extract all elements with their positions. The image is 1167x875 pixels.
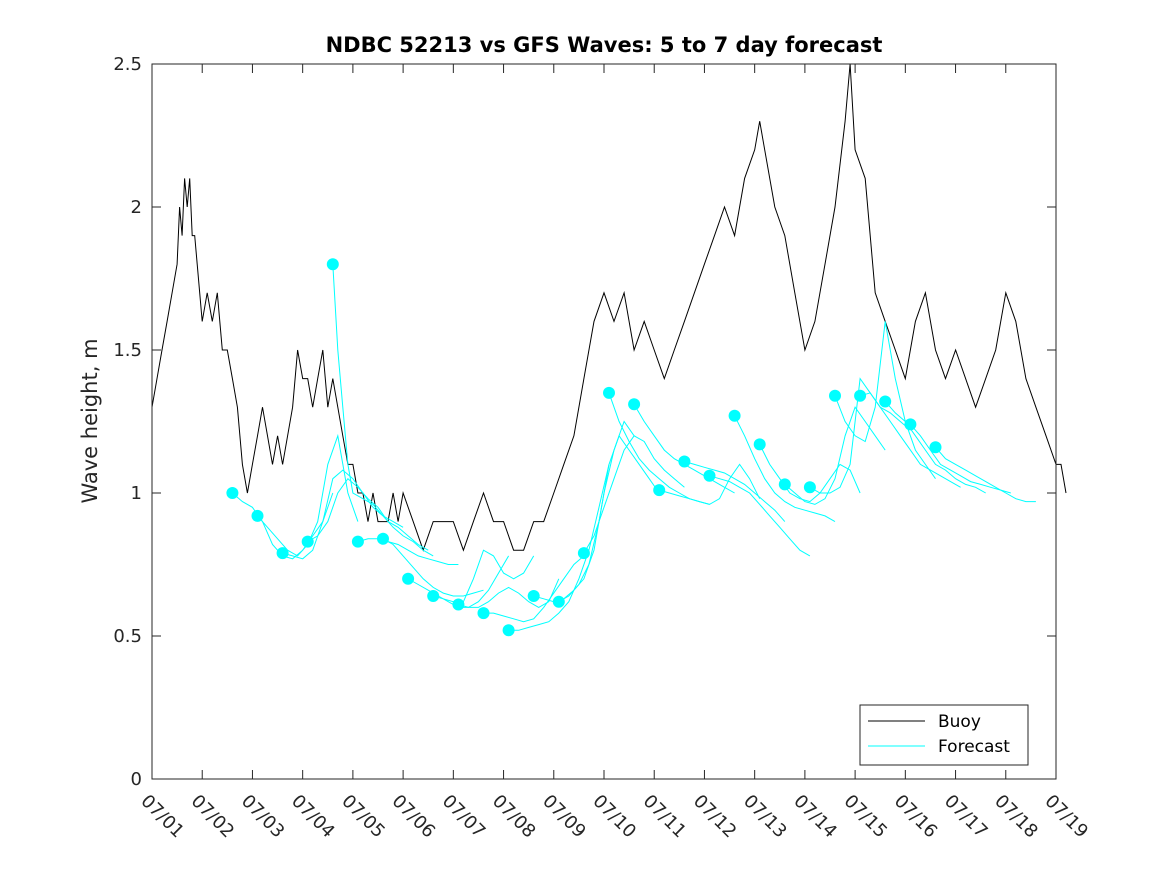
x-tick-label: 07/02	[187, 791, 239, 843]
y-tick-label: 0.5	[113, 626, 142, 647]
forecast-start-marker	[678, 455, 691, 468]
y-tick-label: 2	[131, 197, 142, 218]
y-axis: 0 0.5 1 1.5 2 2.5	[113, 54, 1056, 790]
forecast-start-marker	[326, 258, 339, 271]
forecast-line	[834, 321, 936, 479]
forecast-line	[433, 549, 535, 603]
forecast-start-marker	[301, 535, 314, 548]
x-tick-label: 07/11	[639, 791, 691, 843]
forecast-line	[759, 444, 861, 503]
forecast-start-marker	[753, 438, 766, 451]
x-tick-label: 07/04	[287, 791, 339, 843]
x-tick-label: 07/06	[388, 791, 440, 843]
y-tick-label: 2.5	[113, 54, 142, 75]
forecast-start-marker	[577, 547, 590, 560]
forecast-line	[659, 463, 761, 505]
forecast-line	[709, 475, 811, 557]
forecast-line	[734, 415, 836, 523]
forecast-start-marker	[402, 572, 415, 585]
forecast-line	[583, 435, 685, 554]
forecast-line	[935, 446, 1036, 503]
x-tick-label: 07/05	[337, 791, 389, 843]
forecast-line	[910, 424, 1011, 494]
forecast-start-marker	[653, 484, 666, 497]
forecast-start-marker	[276, 547, 289, 560]
x-tick-label: 07/19	[1040, 791, 1092, 843]
y-axis-label: Wave height, m	[78, 338, 102, 503]
forecast-start-marker	[854, 389, 867, 402]
x-tick-label: 07/13	[739, 791, 791, 843]
forecast-line	[684, 461, 786, 522]
forecast-start-marker	[929, 441, 942, 454]
forecast-start-marker	[879, 395, 892, 408]
forecast-start-marker	[728, 409, 741, 422]
forecast-start-marker	[703, 469, 716, 482]
forecast-start-marker	[778, 478, 791, 491]
forecast-start-marker	[628, 398, 641, 411]
forecast-line	[458, 578, 560, 608]
forecast-start-markers	[226, 258, 942, 637]
x-tick-label: 07/18	[990, 791, 1042, 843]
x-tick-label: 07/12	[689, 791, 741, 843]
y-tick-label: 1	[131, 483, 142, 504]
forecast-start-marker	[829, 389, 841, 402]
forecast-start-marker	[502, 624, 515, 637]
forecast-start-marker	[904, 418, 917, 431]
forecast-start-marker	[552, 595, 565, 608]
forecast-line	[332, 264, 434, 557]
forecast-line	[809, 377, 911, 494]
legend-forecast-label: Forecast	[938, 737, 1010, 757]
plot-area	[152, 64, 1056, 779]
forecast-start-marker	[452, 598, 465, 611]
forecast-line	[357, 538, 459, 565]
forecast-start-marker	[427, 590, 440, 602]
chart-title: NDBC 52213 vs GFS Waves: 5 to 7 day fore…	[326, 33, 883, 57]
buoy-layer	[151, 63, 1067, 552]
forecast-start-marker	[351, 535, 364, 548]
y-tick-label: 1.5	[113, 340, 142, 361]
legend: Buoy Forecast	[859, 704, 1029, 766]
x-tick-label: 07/08	[488, 791, 540, 843]
forecast-line	[508, 464, 610, 631]
x-tick-label: 07/07	[438, 791, 490, 843]
forecast-start-marker	[477, 607, 490, 620]
x-tick-label: 07/15	[840, 791, 892, 843]
forecast-start-marker	[251, 509, 264, 522]
x-tick-label: 07/01	[136, 791, 188, 843]
y-tick-label: 0	[131, 769, 142, 790]
x-tick-label: 07/09	[538, 791, 590, 843]
legend-box	[859, 704, 1029, 766]
forecast-start-marker	[226, 487, 239, 499]
forecast-line	[307, 477, 429, 551]
forecast-line	[859, 392, 961, 488]
forecast-line	[558, 434, 660, 603]
forecast-line	[483, 555, 585, 623]
x-tick-label: 07/17	[940, 791, 992, 843]
forecast-start-marker	[803, 481, 816, 494]
forecast-start-marker	[527, 590, 540, 602]
x-tick-label: 07/16	[890, 791, 942, 843]
forecast-start-marker	[377, 532, 389, 545]
forecast-line	[884, 401, 986, 494]
x-tick-label: 07/03	[237, 791, 289, 843]
buoy-line	[151, 63, 1067, 552]
x-tick-label: 07/10	[588, 791, 640, 843]
legend-buoy-label: Buoy	[938, 712, 981, 732]
x-tick-label: 07/14	[789, 791, 841, 843]
forecast-line	[784, 406, 886, 505]
forecast-start-marker	[603, 386, 615, 399]
